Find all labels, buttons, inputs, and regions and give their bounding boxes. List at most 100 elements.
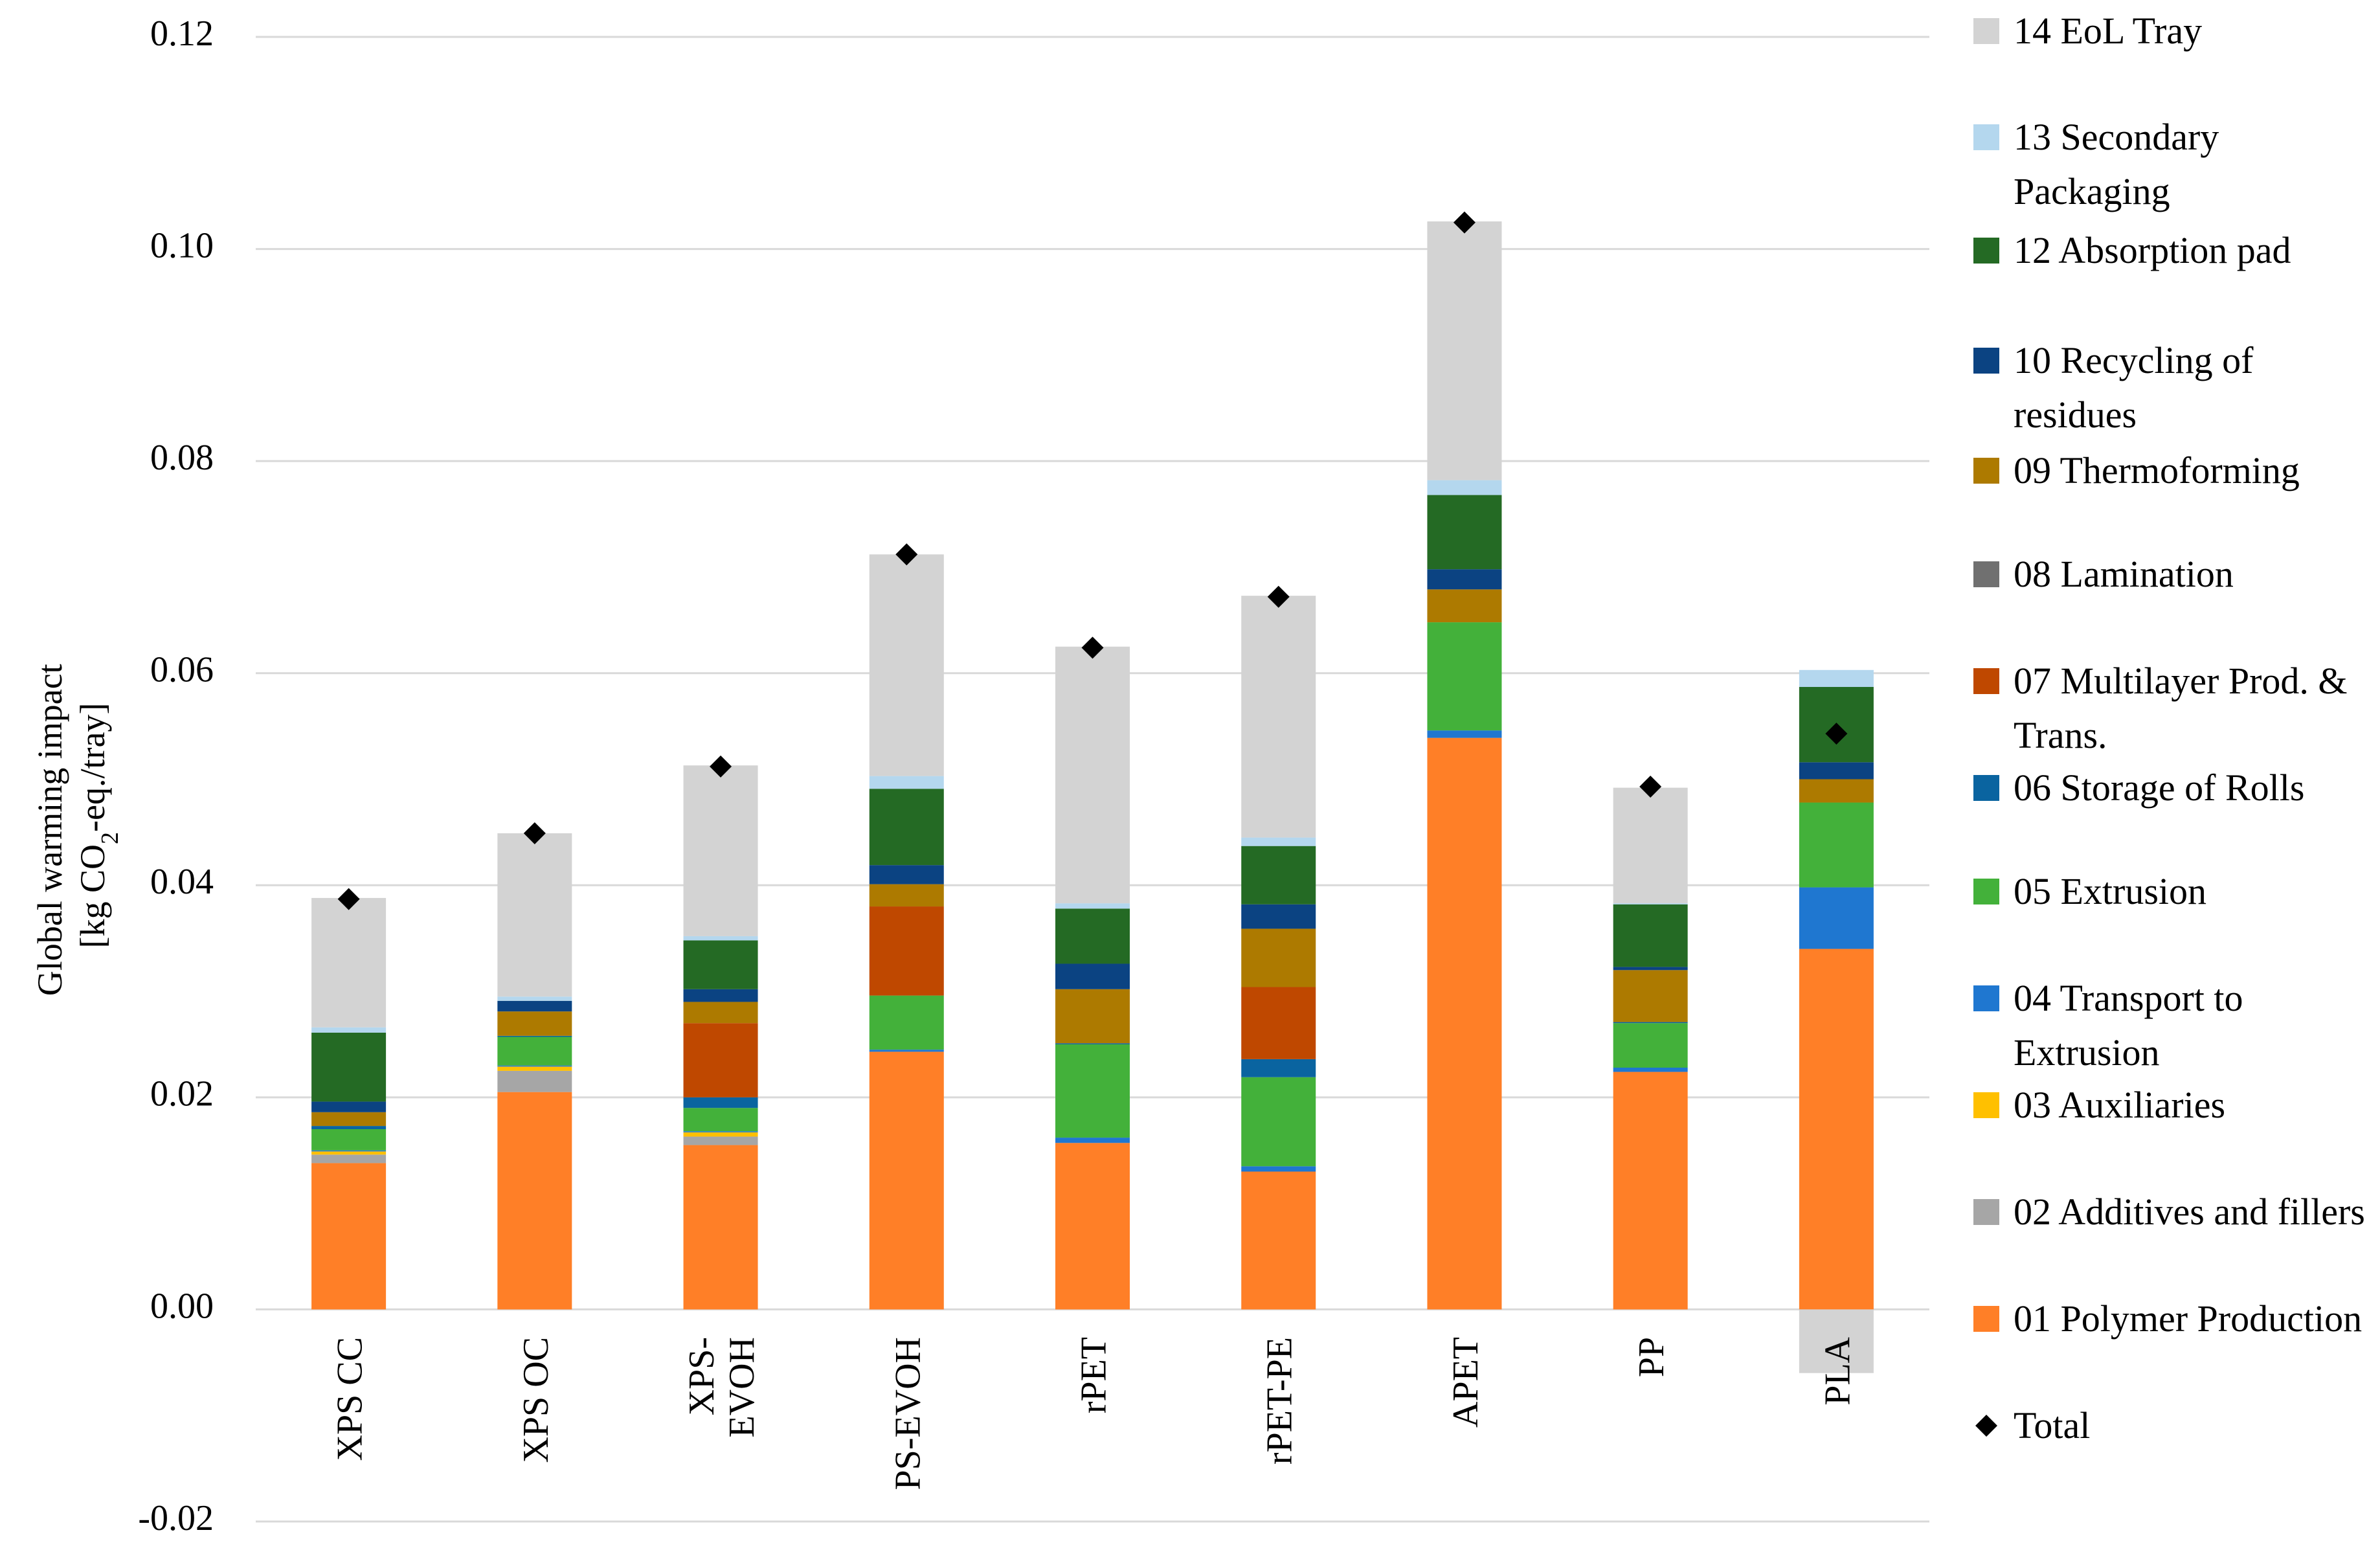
bar-segment: [311, 1101, 387, 1112]
x-category-label-line: rPET-PE: [1260, 1337, 1300, 1465]
bar-segment: [1613, 967, 1688, 971]
bar-segment: [683, 936, 758, 941]
y-tick-label: 0.12: [150, 14, 214, 54]
bar-segment: [1799, 802, 1874, 888]
bar-stack: [1613, 787, 1688, 1310]
bar-segment: [1241, 846, 1316, 904]
bar-segment: [1427, 730, 1502, 738]
bar-segment: [497, 1070, 572, 1092]
x-category-label: XPS CC: [330, 1337, 370, 1461]
legend-swatch: [1973, 238, 1999, 264]
total-marker: [895, 543, 918, 566]
bar-segment: [869, 789, 944, 866]
bar-segment: [1427, 589, 1502, 623]
bar-segment: [683, 1097, 758, 1108]
y-tick-label: 0.00: [150, 1286, 214, 1326]
x-category-label: PS-EVOH: [888, 1337, 928, 1490]
bar-stack: [1055, 646, 1130, 1310]
legend-item: 10 Recycling of residues: [1973, 333, 2376, 442]
x-category-label-line: EVOH: [722, 1337, 762, 1438]
bar-segment: [1613, 903, 1688, 904]
bar-stack: [311, 897, 387, 1310]
bar-segment: [497, 833, 572, 997]
total-marker: [1081, 636, 1104, 659]
y-axis-title: Global warming impact [kg CO2-eq./tray]: [30, 655, 124, 996]
bar-stack: [1427, 221, 1502, 1310]
bar-segment: [1241, 596, 1316, 838]
bar-segment: [1055, 1043, 1130, 1044]
bar-segment: [1055, 646, 1130, 904]
legend-label: 06 Storage of Rolls: [2014, 767, 2305, 809]
bar-segment: [683, 1002, 758, 1024]
x-category-label-line: rPET: [1074, 1337, 1114, 1413]
bar-segment: [497, 1000, 572, 1012]
bar-segment: [311, 1151, 387, 1155]
bar-segment: [1241, 928, 1316, 987]
x-category-label-line: XPS OC: [516, 1337, 556, 1463]
legend-swatch: [1973, 668, 1999, 694]
bar-segment: [1799, 779, 1874, 803]
diamond-marker-icon: [1973, 1413, 1999, 1439]
bar-segment: [683, 1132, 758, 1137]
legend-swatch: [1973, 18, 1999, 44]
bar-segment: [1055, 989, 1130, 1044]
bar-segment: [1055, 1044, 1130, 1138]
total-marker: [337, 888, 360, 910]
x-category-label: XPS-EVOH: [682, 1337, 762, 1438]
bar-segment: [497, 1092, 572, 1310]
legend-item: 13 Secondary Packaging: [1973, 110, 2376, 219]
legend-item: 12 Absorption pad: [1973, 223, 2376, 278]
bar-segment: [869, 554, 944, 776]
bar-segment: [1241, 1171, 1316, 1310]
bar-stack: [1241, 596, 1316, 1310]
bar-segment: [497, 996, 572, 1001]
legend-item: Total: [1973, 1398, 2376, 1453]
total-marker: [523, 822, 546, 845]
bar-segment: [311, 1129, 387, 1151]
bar-segment: [683, 1108, 758, 1132]
y-tick-label: 0.04: [150, 862, 214, 902]
bar-segment: [311, 897, 387, 1028]
y-axis-title-line1: Global warming impact: [30, 664, 69, 996]
bar-segment: [1427, 622, 1502, 731]
bar-segment: [869, 1051, 944, 1310]
bar-segment: [869, 1050, 944, 1052]
legend-swatch: [1973, 1199, 1999, 1225]
bar-segment: [311, 1027, 387, 1033]
legend-label: 02 Additives and fillers: [2014, 1191, 2365, 1233]
bar-segment: [1241, 1077, 1316, 1167]
bar-segment: [1427, 221, 1502, 480]
x-category-label: APET: [1446, 1337, 1486, 1428]
x-category-label: PP: [1632, 1337, 1672, 1377]
bar-segment: [869, 884, 944, 907]
bar-segment: [497, 1037, 572, 1066]
bar-segment: [497, 1011, 572, 1036]
x-category-label-line: APET: [1446, 1337, 1486, 1428]
legend-swatch: [1973, 775, 1999, 801]
bar-segment: [1613, 1023, 1688, 1068]
bar-segment: [869, 995, 944, 1050]
bar-segment: [1241, 987, 1316, 1059]
bar-segment: [311, 1032, 387, 1102]
bar-segment: [869, 865, 944, 884]
bar-segment: [869, 906, 944, 996]
bar-segment: [1241, 1166, 1316, 1172]
x-category-label-line: XPS-: [682, 1337, 722, 1415]
legend-item: 04 Transport to Extrusion: [1973, 971, 2376, 1080]
bar-segment: [1427, 495, 1502, 570]
legend-label: Total: [2014, 1404, 2091, 1446]
bar-segment: [1799, 669, 1874, 688]
bar-segment: [311, 1163, 387, 1310]
bar-segment: [1799, 762, 1874, 780]
bar-segment: [497, 1035, 572, 1037]
bar-segment: [1055, 1138, 1130, 1143]
total-markers: [337, 211, 1848, 910]
bar-segment: [869, 776, 944, 789]
y-axis-tick-labels: 0.12 0.10 0.08 0.06 0.04 0.02 0.00 -0.02: [138, 14, 214, 1538]
legend-item: 02 Additives and fillers: [1973, 1185, 2376, 1239]
legend-swatch: [1973, 458, 1999, 484]
legend-swatch: [1973, 985, 1999, 1011]
y-tick-label: 0.10: [150, 225, 214, 265]
total-marker: [710, 755, 732, 778]
legend-label: 05 Extrusion: [2014, 870, 2207, 912]
